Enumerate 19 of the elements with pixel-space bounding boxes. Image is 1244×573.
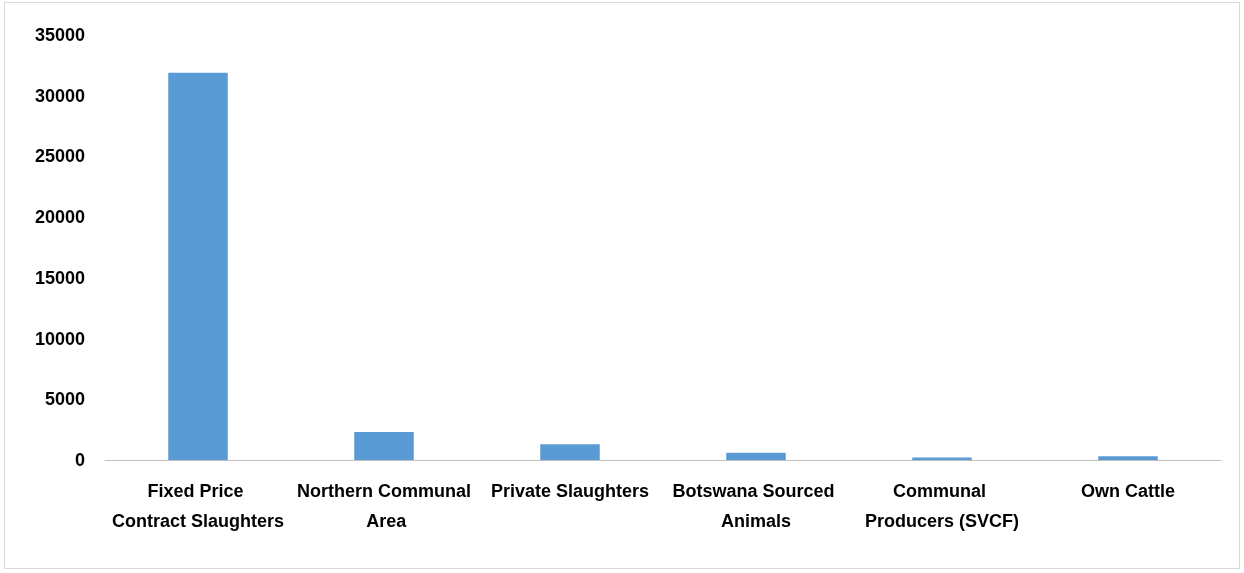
y-tick-label: 20000	[34, 207, 85, 228]
bar	[726, 452, 786, 460]
x-tick-label: Own Cattle	[1080, 481, 1176, 501]
y-tick-label: 30000	[34, 85, 85, 106]
x-tick-label: Northern Communal Area	[296, 481, 472, 531]
bar	[168, 72, 228, 460]
y-tick-label: 5000	[44, 389, 85, 410]
y-tick-label: 25000	[34, 146, 85, 167]
bar	[1098, 456, 1158, 460]
x-tick-label: Communal Producers (SVCF)	[864, 481, 1020, 531]
y-tick-label: 10000	[34, 328, 85, 349]
x-tick-label: Fixed Price Contract Slaughters	[111, 481, 285, 531]
y-tick-label: 15000	[34, 267, 85, 288]
bar	[354, 432, 414, 460]
x-tick-label: Botswana Sourced Animals	[672, 481, 840, 531]
bar	[540, 444, 600, 460]
x-tick-label: Private Slaughters	[490, 481, 650, 501]
y-tick-label: 0	[74, 450, 85, 470]
y-tick-label: 35000	[34, 25, 85, 45]
